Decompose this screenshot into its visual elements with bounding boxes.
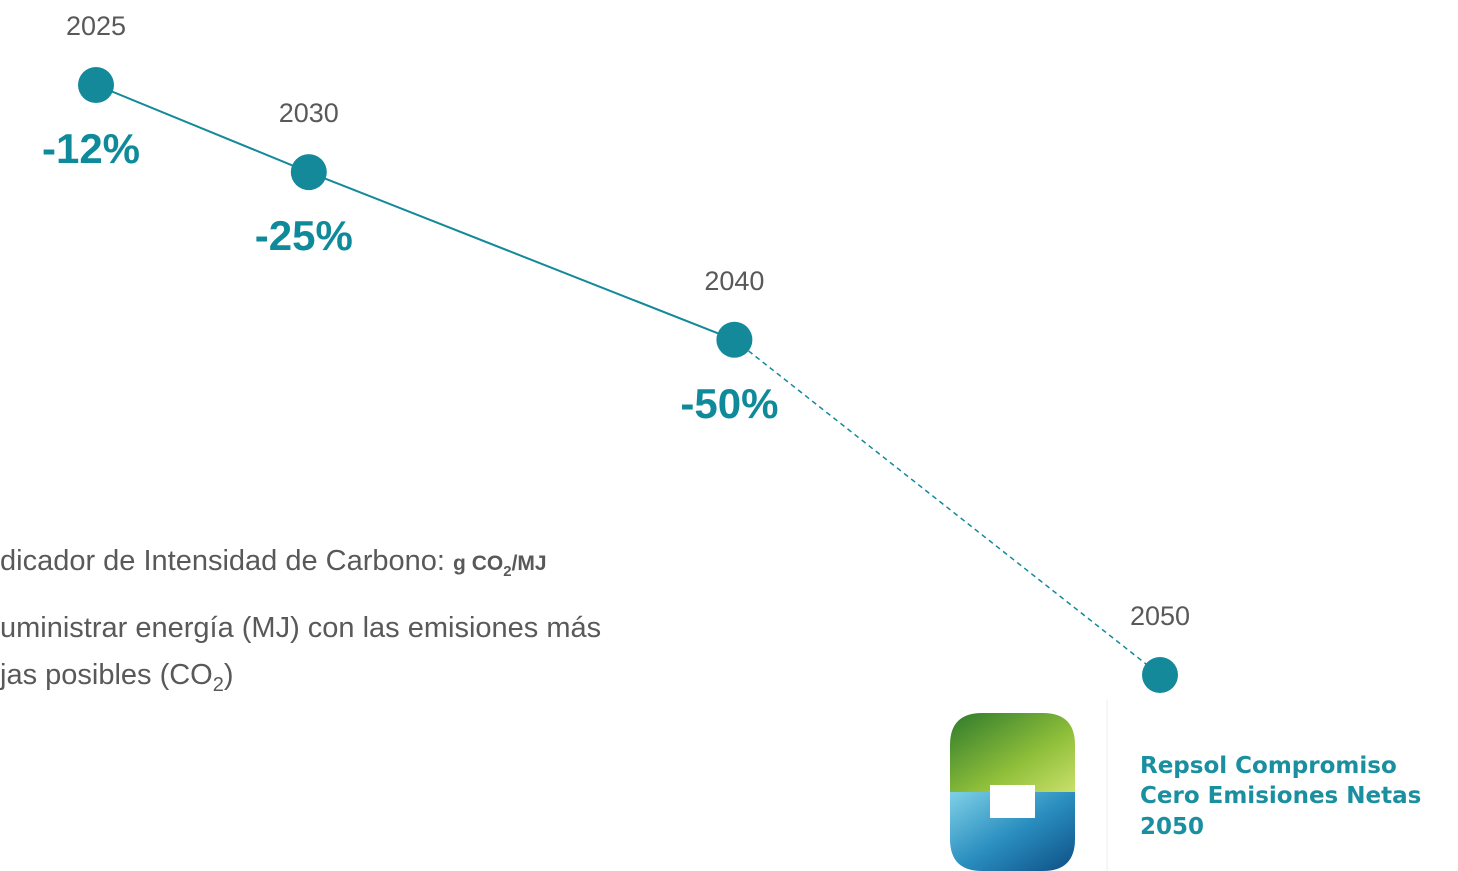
unit: g CO [453, 552, 503, 575]
unit-sub: 2 [503, 563, 511, 580]
note-text: dicador de Intensidad de Carbono: [0, 545, 453, 577]
logo-text: Repsol Compromiso [1140, 753, 1397, 779]
year-label: 2040 [704, 266, 764, 296]
point [78, 67, 114, 103]
point [716, 321, 753, 358]
year-label: 2025 [66, 11, 126, 41]
point [1142, 657, 1178, 693]
year-label: 2050 [1130, 601, 1190, 631]
value-label: -25% [255, 212, 353, 259]
point [290, 154, 327, 191]
logo-bottom [950, 792, 1075, 871]
line-dashed [733, 339, 1161, 676]
note-line: dicador de Intensidad de Carbono: g CO2/… [0, 545, 547, 580]
note-text: ) [224, 659, 234, 691]
year-label: 2030 [279, 98, 339, 128]
unit: /MJ [512, 552, 547, 575]
logo: Repsol Compromiso Cero Emisiones Netas 2… [950, 700, 1421, 871]
logo-top [950, 713, 1075, 792]
logo-text: Cero Emisiones Netas [1140, 783, 1421, 809]
line [95, 84, 735, 341]
value-label: -50% [680, 380, 778, 427]
logo-text: 2050 [1140, 814, 1204, 840]
note-line: jas posibles (CO2) [0, 659, 234, 696]
note-text: jas posibles (CO [0, 659, 213, 691]
note-sub: 2 [213, 674, 224, 696]
value-label: -12% [42, 125, 140, 172]
note-text: uministrar energía (MJ) con las emisione… [0, 612, 601, 644]
